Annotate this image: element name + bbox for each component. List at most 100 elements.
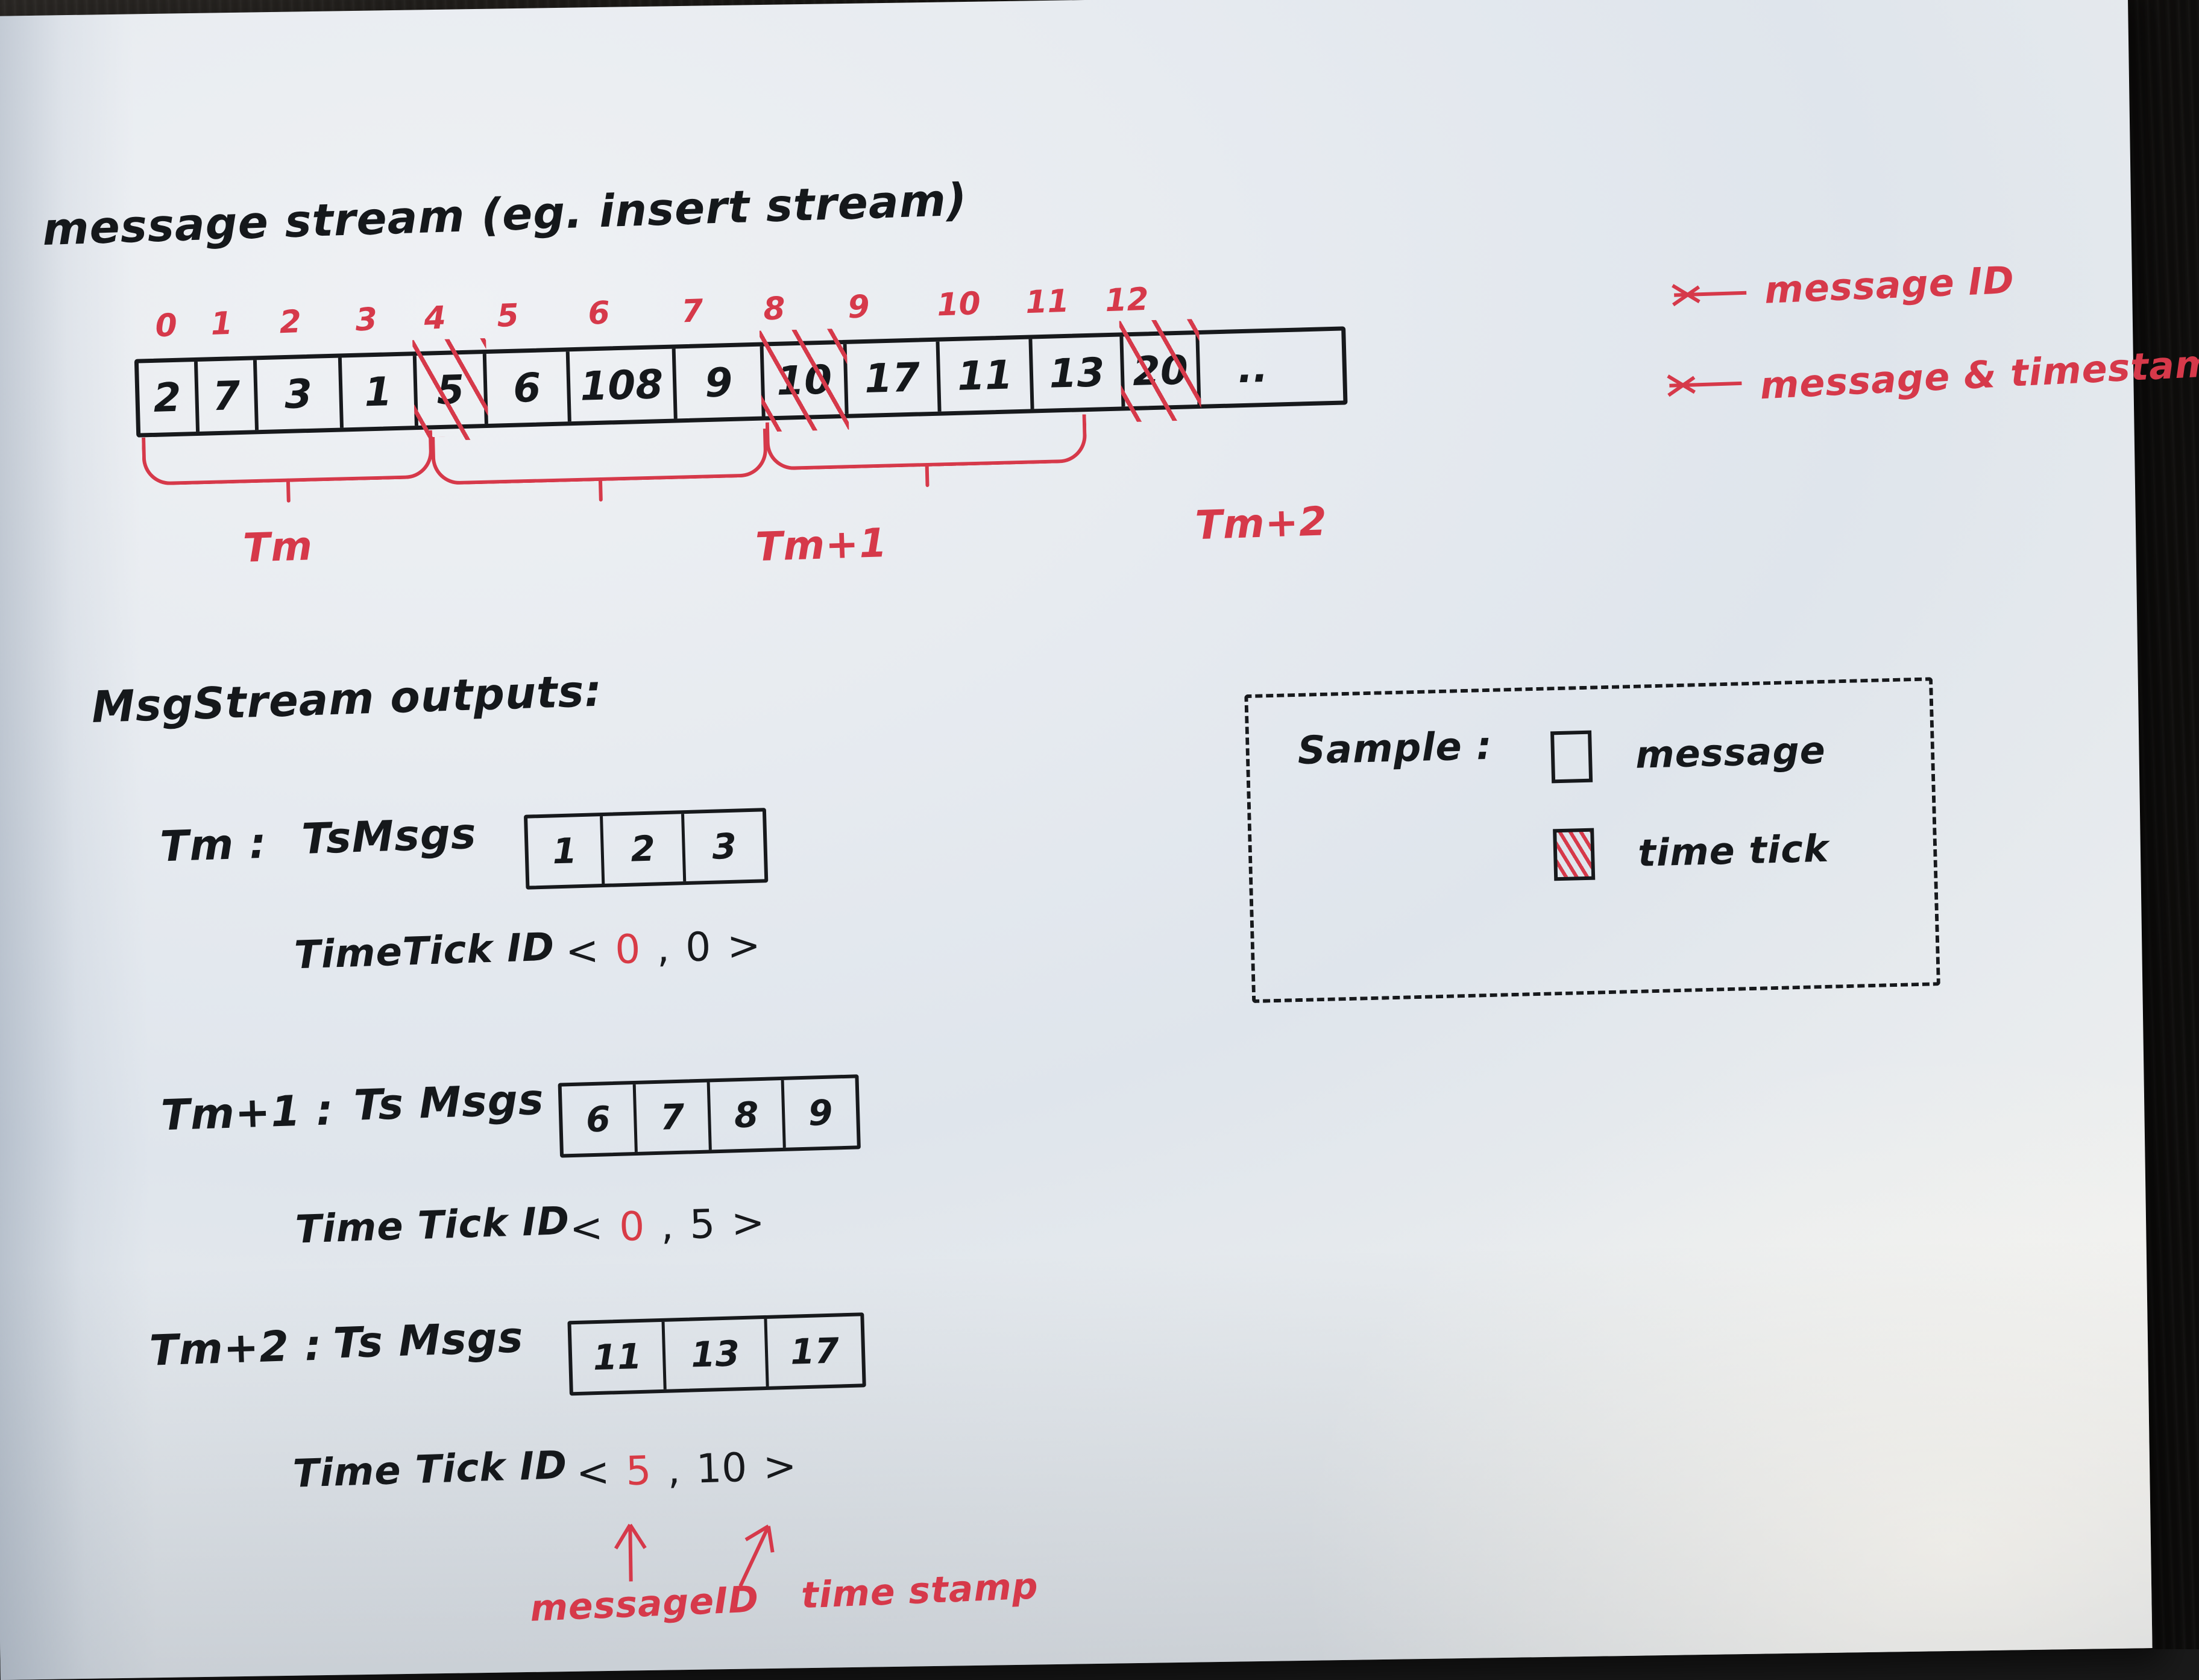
stream-cell-message: 1 bbox=[341, 356, 418, 428]
stream-cell-value: 13 bbox=[1048, 348, 1106, 397]
output-msg-cell: 1 bbox=[527, 816, 605, 886]
outputs-heading: MsgStream outputs: bbox=[90, 665, 603, 732]
legend-label-timetick: time tick bbox=[1637, 826, 1830, 875]
stream-cell-message: 108 bbox=[569, 348, 678, 422]
output-msg-cell: 11 bbox=[571, 1321, 667, 1392]
legend-box: Sample : message time tick bbox=[1244, 677, 1940, 1004]
stream-cell-value: 3 bbox=[283, 370, 313, 418]
stream-cell-message: 9 bbox=[675, 346, 766, 419]
stream-cell-timetick: 10 bbox=[763, 344, 849, 417]
output-group-name-tm1: Tm+1 : bbox=[160, 1085, 335, 1140]
tick-message-id-tm: 0 bbox=[614, 925, 641, 974]
tick-timestamp-tm1: 5 bbox=[688, 1200, 716, 1248]
output-msg-cell: 6 bbox=[561, 1084, 638, 1154]
annotation-message-timestamp: message & timestamp bbox=[1758, 339, 2199, 408]
output-msg-cell: 17 bbox=[790, 1330, 840, 1373]
stream-cell-value: 2 bbox=[153, 374, 182, 421]
stream-cell-message: 3 bbox=[256, 357, 344, 430]
arrow-up-timestamp-icon bbox=[738, 1526, 770, 1587]
stream-index-3: 3 bbox=[354, 301, 378, 339]
legend-label-message: message bbox=[1635, 728, 1826, 777]
output-tick-label-tm2: Time Tick ID bbox=[292, 1443, 568, 1497]
tick-open-bracket-tm2: < bbox=[575, 1449, 611, 1496]
output-msgs-label-tm: TsMsgs bbox=[301, 808, 477, 864]
tick-message-id-tm2: 5 bbox=[625, 1447, 652, 1495]
stream-cell-value: .. bbox=[1237, 344, 1269, 392]
callout-timestamp: time stamp bbox=[800, 1565, 1039, 1617]
stream-cell-message: 7 bbox=[197, 360, 259, 432]
stream-cell-message: 6 bbox=[486, 351, 571, 424]
stream-cell-timetick: 5 bbox=[416, 353, 488, 426]
stream-cells-container: 2 7 3 1 5 6 108 9 10 17 11 13 20.. bbox=[134, 326, 1348, 438]
brace-tm2 bbox=[765, 414, 1087, 488]
output-msgs-label-tm2: Ts Msgs bbox=[332, 1312, 524, 1368]
page-title: message stream (eg. insert stream) bbox=[42, 174, 968, 256]
arrow-up-message-id-icon bbox=[628, 1526, 633, 1582]
stream-cell-value: 17 bbox=[864, 354, 921, 402]
output-msg-cell: 13 bbox=[664, 1318, 769, 1389]
stream-cell-message: .. bbox=[1199, 332, 1306, 404]
stream-cell-value: 5 bbox=[436, 366, 465, 414]
tick-close-bracket-tm1: > bbox=[730, 1199, 766, 1247]
stream-index-1: 1 bbox=[210, 306, 233, 343]
output-msg-cell: 2 bbox=[603, 814, 687, 884]
output-tick-label-tm: TimeTick ID bbox=[294, 925, 556, 978]
output-msg-cell: 8 bbox=[709, 1080, 786, 1150]
stream-cell-value: 108 bbox=[579, 360, 664, 410]
message-stream-strip: 2 7 3 1 5 6 108 9 10 17 11 13 20.. bbox=[134, 326, 1348, 438]
stream-index-2: 2 bbox=[278, 303, 302, 341]
tick-comma-tm2: , bbox=[666, 1446, 681, 1494]
stream-cell-message: 2 bbox=[138, 361, 200, 433]
stream-cell-value: 1 bbox=[363, 368, 393, 415]
tick-comma-tm1: , bbox=[659, 1202, 675, 1249]
arrow-left-message-timestamp-icon bbox=[1669, 381, 1742, 388]
output-tick-value-tm2: < 5 , 10 > bbox=[575, 1442, 797, 1496]
brace-label-tm1: Tm+1 bbox=[755, 520, 889, 571]
output-msgs-label-tm1: Ts Msgs bbox=[353, 1074, 545, 1130]
tick-comma-tm: , bbox=[656, 925, 670, 972]
stream-index-7: 7 bbox=[681, 292, 704, 330]
output-tick-value-tm1: < 0 , 5 > bbox=[569, 1199, 766, 1251]
brace-label-tm: Tm bbox=[242, 523, 314, 571]
stream-cell-value: 11 bbox=[957, 351, 1013, 400]
legend-message-box-icon bbox=[1550, 730, 1593, 784]
stream-cell-message: 17 bbox=[846, 341, 942, 414]
stream-cell-value: 10 bbox=[776, 356, 833, 404]
tick-close-bracket-tm: > bbox=[726, 922, 761, 970]
stream-cell-value: 7 bbox=[212, 372, 241, 420]
stream-index-0: 0 bbox=[154, 307, 178, 345]
legend-timetick-box-icon bbox=[1553, 828, 1596, 881]
stream-index-10: 10 bbox=[936, 285, 981, 324]
brace-tm1 bbox=[431, 428, 768, 502]
output-msg-cell: 9 bbox=[807, 1092, 834, 1134]
callout-message-id: messageID bbox=[529, 1578, 760, 1630]
tick-message-id-tm1: 0 bbox=[618, 1203, 646, 1251]
stream-cell-value: 6 bbox=[512, 364, 542, 412]
paper-shadow-left bbox=[0, 14, 157, 1680]
arrow-left-message-id-icon bbox=[1674, 291, 1747, 297]
tick-open-bracket-tm: < bbox=[564, 927, 600, 975]
output-tick-value-tm: < 0 , 0 > bbox=[565, 922, 761, 974]
stream-index-5: 5 bbox=[496, 297, 520, 335]
stream-index-4: 4 bbox=[423, 300, 447, 337]
tick-timestamp-tm2: 10 bbox=[695, 1444, 748, 1493]
tick-close-bracket-tm2: > bbox=[762, 1442, 797, 1490]
stream-index-8: 8 bbox=[763, 291, 786, 328]
stream-index-11: 11 bbox=[1024, 283, 1070, 321]
output-group-name-tm: Tm : bbox=[159, 818, 268, 872]
stream-cell-message: 13 bbox=[1032, 336, 1125, 409]
stream-cell-timetick: 20 bbox=[1123, 334, 1201, 407]
annotation-message-id: message ID bbox=[1763, 257, 2016, 312]
output-msg-cell: 7 bbox=[635, 1082, 712, 1152]
output-msgs-table-tm2: 11 13 17 bbox=[567, 1312, 866, 1396]
output-msg-cell: 3 bbox=[711, 825, 737, 867]
brace-tm bbox=[142, 430, 433, 503]
brace-label-tm2: Tm+2 bbox=[1194, 498, 1328, 549]
stream-cell-value: 20 bbox=[1131, 346, 1189, 395]
stream-cell-value: 9 bbox=[704, 359, 734, 406]
stream-index-6: 6 bbox=[587, 295, 611, 333]
output-tick-label-tm1: Time Tick ID bbox=[294, 1198, 571, 1253]
